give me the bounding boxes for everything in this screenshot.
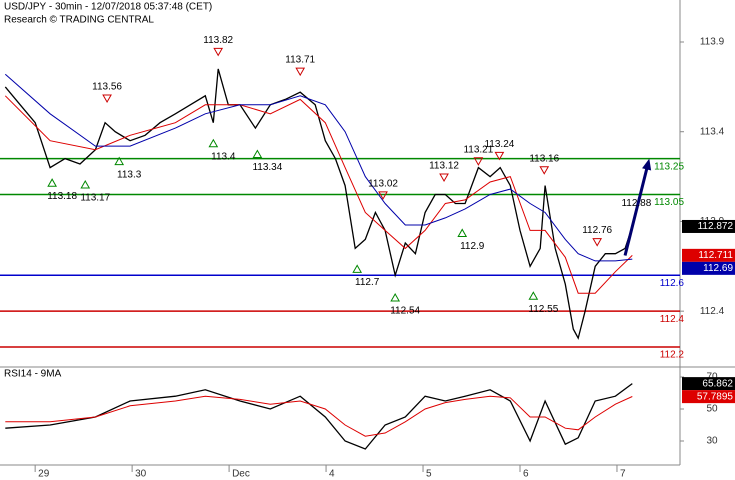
- x-tick-label: 30: [135, 469, 147, 480]
- low-label: 113.4: [211, 151, 236, 162]
- high-label: 113.02: [368, 179, 398, 190]
- high-label: 113.82: [203, 35, 233, 46]
- x-tick-label: 6: [523, 469, 529, 480]
- high-label: 113.71: [285, 55, 315, 66]
- low-label: 113.17: [80, 193, 110, 204]
- series-line: [4, 73, 633, 262]
- high-marker: [378, 191, 388, 200]
- low-marker: [352, 264, 363, 273]
- x-tick-label: Dec: [232, 469, 250, 480]
- high-label: 113.24: [484, 139, 514, 150]
- y-tick-label: 113.9: [700, 37, 725, 48]
- high-label: 113.21: [463, 144, 493, 155]
- projection-arrow: [623, 166, 649, 256]
- low-label: 113.18: [47, 191, 77, 202]
- high-marker: [494, 151, 505, 161]
- value-badge: [682, 390, 735, 404]
- value-badge-label: 57.7895: [697, 391, 734, 402]
- series-line: [4, 95, 633, 294]
- low-marker: [457, 228, 468, 237]
- series-line: [5, 383, 633, 450]
- value-badge: [682, 261, 735, 275]
- value-badge: [682, 219, 735, 233]
- high-marker: [295, 67, 306, 77]
- high-label: 113.16: [529, 153, 559, 164]
- low-marker: [208, 138, 219, 148]
- high-marker: [213, 47, 224, 57]
- level-label: 112.2: [660, 350, 685, 361]
- value-badge-label: 112.69: [703, 263, 733, 274]
- x-tick-label: 7: [620, 469, 626, 480]
- level-label: 113.25: [654, 161, 684, 172]
- annotation: 112.88: [621, 198, 651, 209]
- low-label: 112.55: [528, 304, 558, 315]
- panel-title: RSI14 - 9MA: [4, 369, 62, 380]
- chart-title: USD/JPY - 30min - 12/07/2018 05:37:48 (C…: [4, 2, 212, 13]
- low-label: 113.34: [252, 162, 282, 173]
- chart-subtitle: Research © TRADING CENTRAL: [4, 15, 154, 26]
- low-label: 113.3: [117, 169, 142, 180]
- series-line: [4, 68, 633, 340]
- level-label: 112.6: [660, 278, 685, 289]
- high-label: 113.56: [92, 82, 122, 93]
- value-badge-label: 112.872: [698, 221, 734, 232]
- y-tick-label: 30: [706, 436, 718, 447]
- arrow-head: [642, 158, 652, 171]
- low-marker: [252, 149, 263, 158]
- y-tick-label: 112.4: [700, 306, 725, 317]
- level-label: 112.4: [660, 314, 685, 325]
- high-marker: [539, 166, 550, 175]
- value-badge-label: 112.711: [698, 250, 733, 261]
- value-badge: [682, 248, 735, 262]
- low-label: 112.54: [390, 306, 420, 317]
- low-marker: [390, 293, 401, 302]
- high-label: 112.76: [582, 225, 612, 236]
- value-badge-label: 65.862: [702, 378, 733, 389]
- y-tick-label: 113.4: [700, 126, 725, 137]
- level-label: 113.05: [654, 197, 684, 208]
- high-marker: [592, 238, 603, 247]
- low-marker: [80, 179, 91, 189]
- low-marker: [528, 291, 539, 300]
- y-tick-label: 50: [706, 404, 718, 415]
- x-tick-label: 29: [38, 469, 50, 480]
- high-marker: [473, 157, 484, 166]
- low-marker: [114, 156, 125, 166]
- low-label: 112.9: [460, 241, 485, 252]
- high-marker: [439, 173, 449, 182]
- low-marker: [47, 178, 57, 187]
- x-tick-label: 5: [426, 469, 432, 480]
- low-label: 112.7: [355, 277, 380, 288]
- x-tick-label: 4: [329, 469, 335, 480]
- series-line: [5, 395, 633, 437]
- high-marker: [102, 94, 112, 104]
- value-badge: [682, 377, 735, 391]
- high-label: 113.12: [429, 161, 459, 172]
